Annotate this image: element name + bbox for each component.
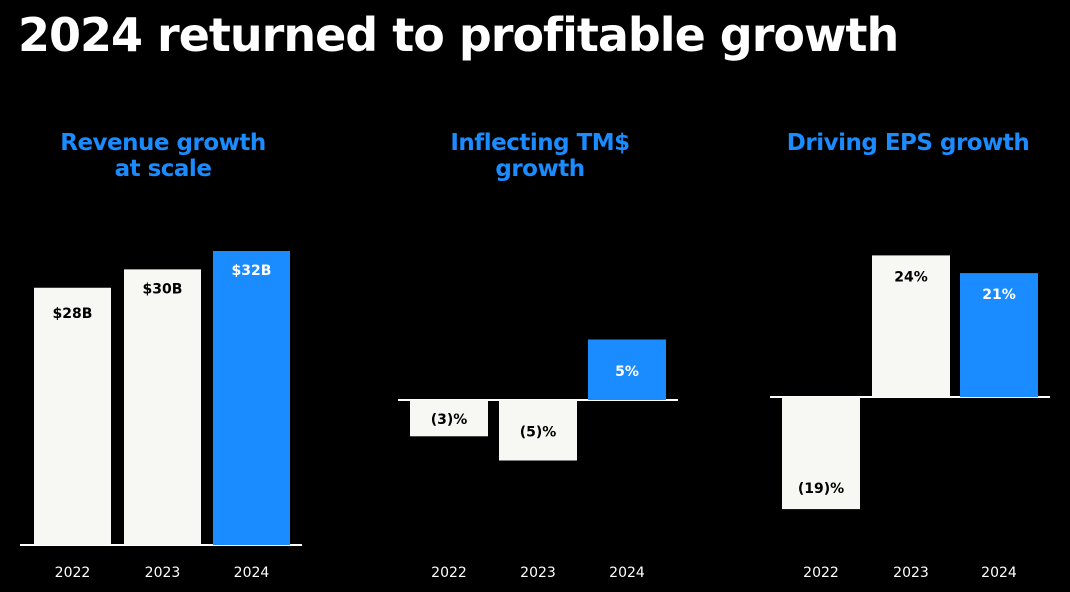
chart-3-x-tick-label: 2022 [803,565,839,581]
chart-1-bar-2022 [34,287,111,545]
chart-1-value-label: $32B [232,263,272,279]
chart-1-value-label: $30B [143,281,183,297]
chart-2-x-tick-label: 2024 [609,565,645,581]
chart-2-value-label: (3)% [431,412,468,428]
chart-1-title-line-1: Revenue growth [60,130,266,156]
chart-1-bar-2023 [124,269,201,545]
chart-2-bar-2023 [499,400,577,461]
chart-3-value-label: 24% [894,269,928,285]
page-title: 2024 returned to profitable growth [18,8,899,62]
chart-3-title: Driving EPS growth [758,130,1058,156]
chart-2-bar-2024 [588,339,666,400]
chart-2-x-tick-label: 2022 [431,565,467,581]
chart-1-x-tick-label: 2024 [234,565,270,581]
chart-2-title: Inflecting TM$ growth [390,130,690,182]
chart-2-value-label: (5)% [520,424,557,440]
chart-3-x-tick-label: 2024 [981,565,1017,581]
chart-1-x-tick-label: 2022 [55,565,91,581]
chart-1-title-line-2: at scale [114,156,212,182]
chart-2-x-tick-label: 2023 [520,565,556,581]
chart-2-value-label: 5% [615,364,639,380]
chart-2-title-line-2: growth [495,156,585,182]
chart-3-value-label: (19)% [798,481,844,497]
chart-3-bar-2023 [872,255,950,397]
chart-1-title: Revenue growth at scale [13,130,313,182]
chart-3-title-line-1: Driving EPS growth [786,130,1030,156]
chart-2-bar-2022 [410,400,488,437]
chart-3-x-tick-label: 2023 [893,565,929,581]
chart-1-value-label: $28B [53,306,93,322]
chart-2-title-line-1: Inflecting TM$ [450,130,630,156]
chart-1-x-tick-label: 2023 [145,565,181,581]
chart-3-bar-2022 [782,397,860,510]
chart-3-bar-2024 [960,273,1038,397]
chart-1-bar-2024 [213,251,290,545]
chart-3-value-label: 21% [982,287,1016,303]
